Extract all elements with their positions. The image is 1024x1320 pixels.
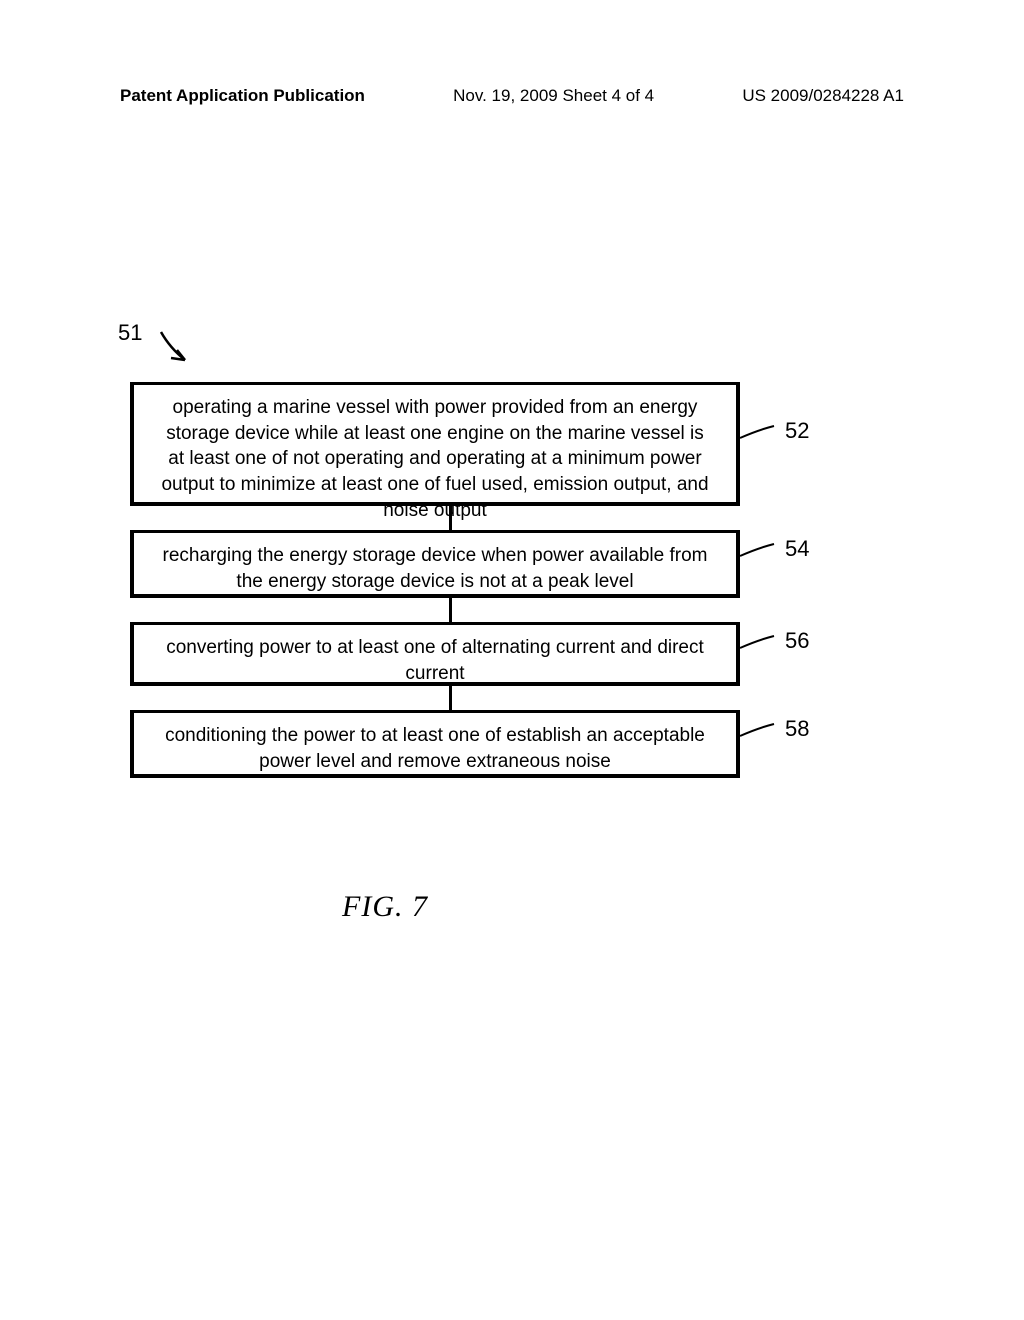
- header-center: Nov. 19, 2009 Sheet 4 of 4: [453, 86, 654, 106]
- ref-label-56: 56: [785, 628, 809, 654]
- box-56: converting power to at least one of alte…: [130, 622, 740, 686]
- box-58-text: conditioning the power to at least one o…: [165, 725, 705, 772]
- box-56-text: converting power to at least one of alte…: [166, 637, 704, 684]
- flow-step-54: recharging the energy storage device whe…: [130, 530, 770, 598]
- figure-caption: FIG. 7: [0, 890, 770, 924]
- box-54-text: recharging the energy storage device whe…: [163, 545, 708, 592]
- box-58: conditioning the power to at least one o…: [130, 710, 740, 778]
- ref-label-51: 51: [118, 320, 142, 346]
- header-left: Patent Application Publication: [120, 86, 365, 106]
- flow-step-56: converting power to at least one of alte…: [130, 622, 770, 686]
- flowchart: operating a marine vessel with power pro…: [130, 382, 770, 778]
- ref-label-54: 54: [785, 536, 809, 562]
- header-right: US 2009/0284228 A1: [742, 86, 904, 106]
- page-header: Patent Application Publication Nov. 19, …: [0, 86, 1024, 106]
- arrow-down-right-icon: [155, 328, 203, 376]
- lead-line-icon: [738, 382, 798, 506]
- ref-label-52: 52: [785, 418, 809, 444]
- box-52-text: operating a marine vessel with power pro…: [161, 397, 708, 521]
- connector-icon: [449, 598, 452, 622]
- page: Patent Application Publication Nov. 19, …: [0, 0, 1024, 1320]
- box-54: recharging the energy storage device whe…: [130, 530, 740, 598]
- connector-icon: [449, 686, 452, 710]
- flow-step-58: conditioning the power to at least one o…: [130, 710, 770, 778]
- box-52: operating a marine vessel with power pro…: [130, 382, 740, 506]
- flow-step-52: operating a marine vessel with power pro…: [130, 382, 770, 506]
- ref-label-58: 58: [785, 716, 809, 742]
